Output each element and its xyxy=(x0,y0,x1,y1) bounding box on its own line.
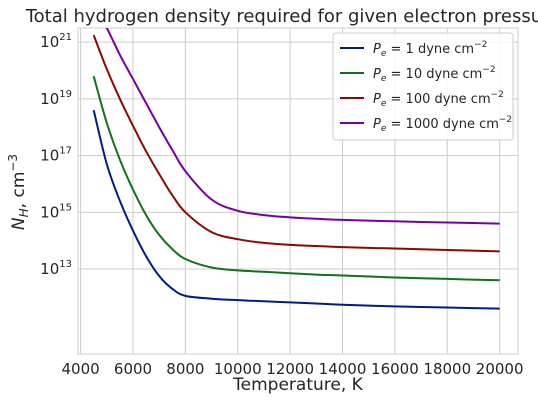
x-tick-label: 6000 xyxy=(114,360,152,378)
x-tick-label: 20000 xyxy=(476,360,524,378)
legend-entry-3: Pe = 100 dyne cm−2 xyxy=(373,90,504,109)
x-tick-label: 8000 xyxy=(166,360,204,378)
y-tick-label: 1019 xyxy=(40,89,72,108)
legend-entry-1: Pe = 1 dyne cm−2 xyxy=(373,40,487,59)
y-tick-label: 1021 xyxy=(40,32,72,51)
legend-entry-4: Pe = 1000 dyne cm−2 xyxy=(373,115,512,134)
series-lines xyxy=(92,28,500,310)
y-axis-ticks: 1013 1015 1017 1019 1021 xyxy=(40,32,72,278)
y-tick-label: 1013 xyxy=(40,259,72,278)
series-line-2 xyxy=(92,75,500,282)
x-tick-label: 4000 xyxy=(62,360,100,378)
chart-title: Total hydrogen density required for give… xyxy=(25,6,538,27)
y-tick-label: 1015 xyxy=(40,202,72,221)
legend: Pe = 1 dyne cm−2 Pe = 10 dyne cm−2 Pe = 10… xyxy=(332,32,514,141)
y-axis-label: NH, cm−3 xyxy=(6,154,31,230)
series-line-3 xyxy=(92,34,500,253)
legend-frame xyxy=(332,32,514,141)
y-tick-label: 1017 xyxy=(40,146,72,165)
x-axis-label: Temperature, K xyxy=(232,375,363,395)
x-tick-label: 10000 xyxy=(214,360,262,378)
series-line-4 xyxy=(105,28,500,225)
series-line-1 xyxy=(92,109,500,310)
x-tick-label: 12000 xyxy=(266,360,314,378)
legend-entry-2: Pe = 10 dyne cm−2 xyxy=(373,65,496,84)
x-tick-label: 16000 xyxy=(371,360,419,378)
x-axis-ticks: 4000 6000 8000 10000 12000 14000 16000 18000 200… xyxy=(62,360,524,378)
x-tick-label: 18000 xyxy=(423,360,471,378)
x-tick-label: 14000 xyxy=(319,360,367,378)
